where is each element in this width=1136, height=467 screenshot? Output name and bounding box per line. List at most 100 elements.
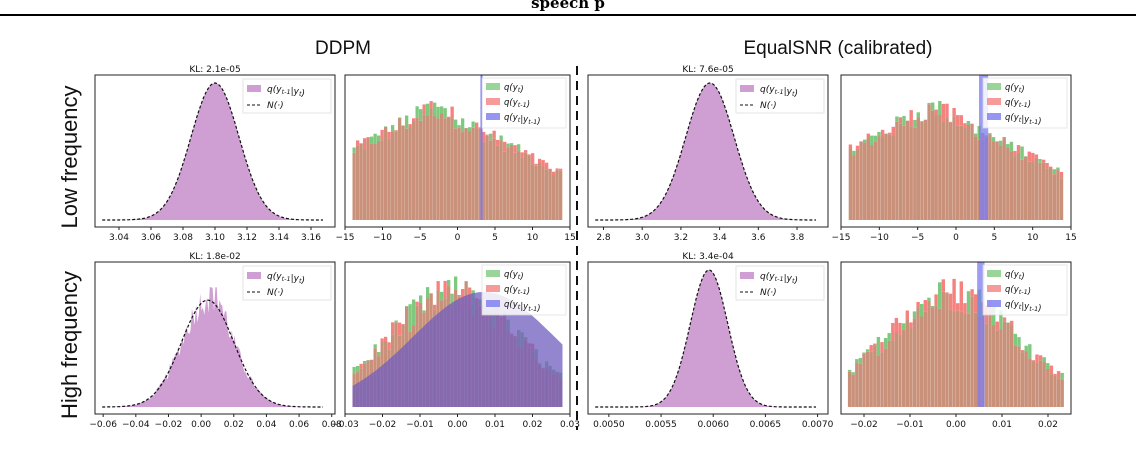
hist-bar-top xyxy=(506,143,510,148)
hist-bar xyxy=(380,140,384,220)
legend-label-hist: q(yt-1|yt) xyxy=(760,85,798,99)
hist-bar-top xyxy=(499,135,503,141)
hist-bar-top xyxy=(429,101,433,109)
hist-bar-top xyxy=(863,139,867,143)
hist-bar xyxy=(959,125,963,220)
hist-bar xyxy=(370,143,374,220)
hist-bar-top xyxy=(377,135,381,142)
hist-bar xyxy=(503,151,507,220)
legend-swatch-0 xyxy=(987,83,1001,90)
hist-bar-top xyxy=(1016,145,1021,153)
hist-bar xyxy=(436,118,440,220)
hist-bar-top xyxy=(482,131,486,142)
hist-bar-top xyxy=(948,293,953,310)
hist-bar xyxy=(847,371,852,407)
hist-bar xyxy=(391,132,395,220)
hist-bar-top xyxy=(1013,151,1017,157)
hist-bar xyxy=(359,143,363,220)
hist-bar xyxy=(995,141,999,220)
hist-bar xyxy=(923,311,927,407)
hist-bar xyxy=(895,121,899,220)
hist-bar-top xyxy=(998,140,1003,146)
hist-bar-top xyxy=(394,320,398,323)
hist-bar-top xyxy=(1009,141,1014,152)
density-fill xyxy=(102,287,323,407)
legend-label-normal: N(·) xyxy=(760,101,777,111)
conditional-band xyxy=(979,75,989,220)
hist-bar xyxy=(998,145,1003,220)
hist-bar xyxy=(1006,147,1010,220)
legend-swatch-hist xyxy=(247,85,261,92)
hist-bar xyxy=(952,312,956,407)
hist-bar-top xyxy=(485,134,489,136)
hist-bar-top xyxy=(927,297,931,302)
hist-bar-top xyxy=(891,323,895,341)
normal-curve xyxy=(102,82,323,221)
hist-bar xyxy=(869,351,873,407)
x-tick-label: 3.14 xyxy=(269,233,289,243)
hist-bar xyxy=(988,310,992,407)
hist-bar-top xyxy=(859,141,863,142)
hist-bar-top xyxy=(945,103,949,118)
hist-bar xyxy=(888,134,892,220)
hist-bar xyxy=(1056,378,1061,407)
legend-label-normal: N(·) xyxy=(760,288,777,298)
hist-bar xyxy=(884,134,888,220)
hist-bar xyxy=(945,117,949,220)
hist-bar xyxy=(905,320,909,407)
hist-bar-top xyxy=(923,300,927,312)
hist-bar xyxy=(927,104,931,220)
hist-bar-top xyxy=(1060,372,1064,380)
hist-bar-top xyxy=(419,295,423,303)
hist-bar-top xyxy=(454,276,458,290)
hist-bar xyxy=(916,308,920,407)
hist-bar xyxy=(991,141,996,220)
hist-bar xyxy=(920,316,924,407)
legend: q(yt-1|yt) N(·) xyxy=(735,265,825,301)
hist-bar-top xyxy=(356,140,360,146)
hist-bar xyxy=(956,125,960,220)
hist-bar-top xyxy=(373,344,377,349)
hist-bar xyxy=(1017,346,1021,407)
hist-bar-top xyxy=(916,112,920,118)
hist-bar-top xyxy=(1046,363,1050,370)
legend-swatch-2 xyxy=(486,300,500,307)
legend-label-0: q(yt) xyxy=(504,83,524,95)
hist-bar-top xyxy=(927,102,931,105)
hist-bar-top xyxy=(966,121,971,125)
hist-bar-top xyxy=(391,125,395,133)
hist-bar xyxy=(959,311,963,407)
hist-bar xyxy=(429,108,433,220)
hist-bar-top xyxy=(377,352,381,357)
x-tick-label: −15 xyxy=(832,233,851,243)
legend-swatch-1 xyxy=(486,98,500,105)
hist-bar-top xyxy=(517,144,521,152)
hist-bar-top xyxy=(475,122,479,129)
hist-bar xyxy=(366,139,370,220)
hist-bar-top xyxy=(1006,144,1010,148)
hist-bar-top xyxy=(898,322,902,335)
panel-ddpm-high-hist: q(yt) q(yt-1) q(yt|yt-1) −0.03 −0.02 −0.01 0.0… xyxy=(331,261,580,430)
hist-bar-top xyxy=(408,124,412,128)
x-tick-label: 3.06 xyxy=(141,233,161,243)
hist-bar-top xyxy=(1024,345,1028,352)
hist-bar xyxy=(913,127,917,220)
hist-bar xyxy=(527,156,531,220)
hist-bar xyxy=(545,169,549,220)
hist-bar-top xyxy=(1049,365,1054,375)
hist-bar-top xyxy=(851,372,855,375)
legend-box xyxy=(735,78,825,114)
hist-bar-top xyxy=(373,133,377,144)
hist-bar xyxy=(440,113,444,220)
hist-bar xyxy=(1046,369,1050,407)
hist-bar-top xyxy=(930,305,935,308)
hist-bar-top xyxy=(394,130,398,132)
hist-bar xyxy=(496,145,500,220)
hist-bar xyxy=(873,345,877,407)
page-header: speech p xyxy=(0,0,1136,17)
hist-bar xyxy=(1052,174,1056,220)
hist-bar-top xyxy=(520,152,524,158)
hist-bar xyxy=(520,157,524,220)
conditional-band xyxy=(977,262,985,407)
hist-bar xyxy=(1031,361,1036,407)
